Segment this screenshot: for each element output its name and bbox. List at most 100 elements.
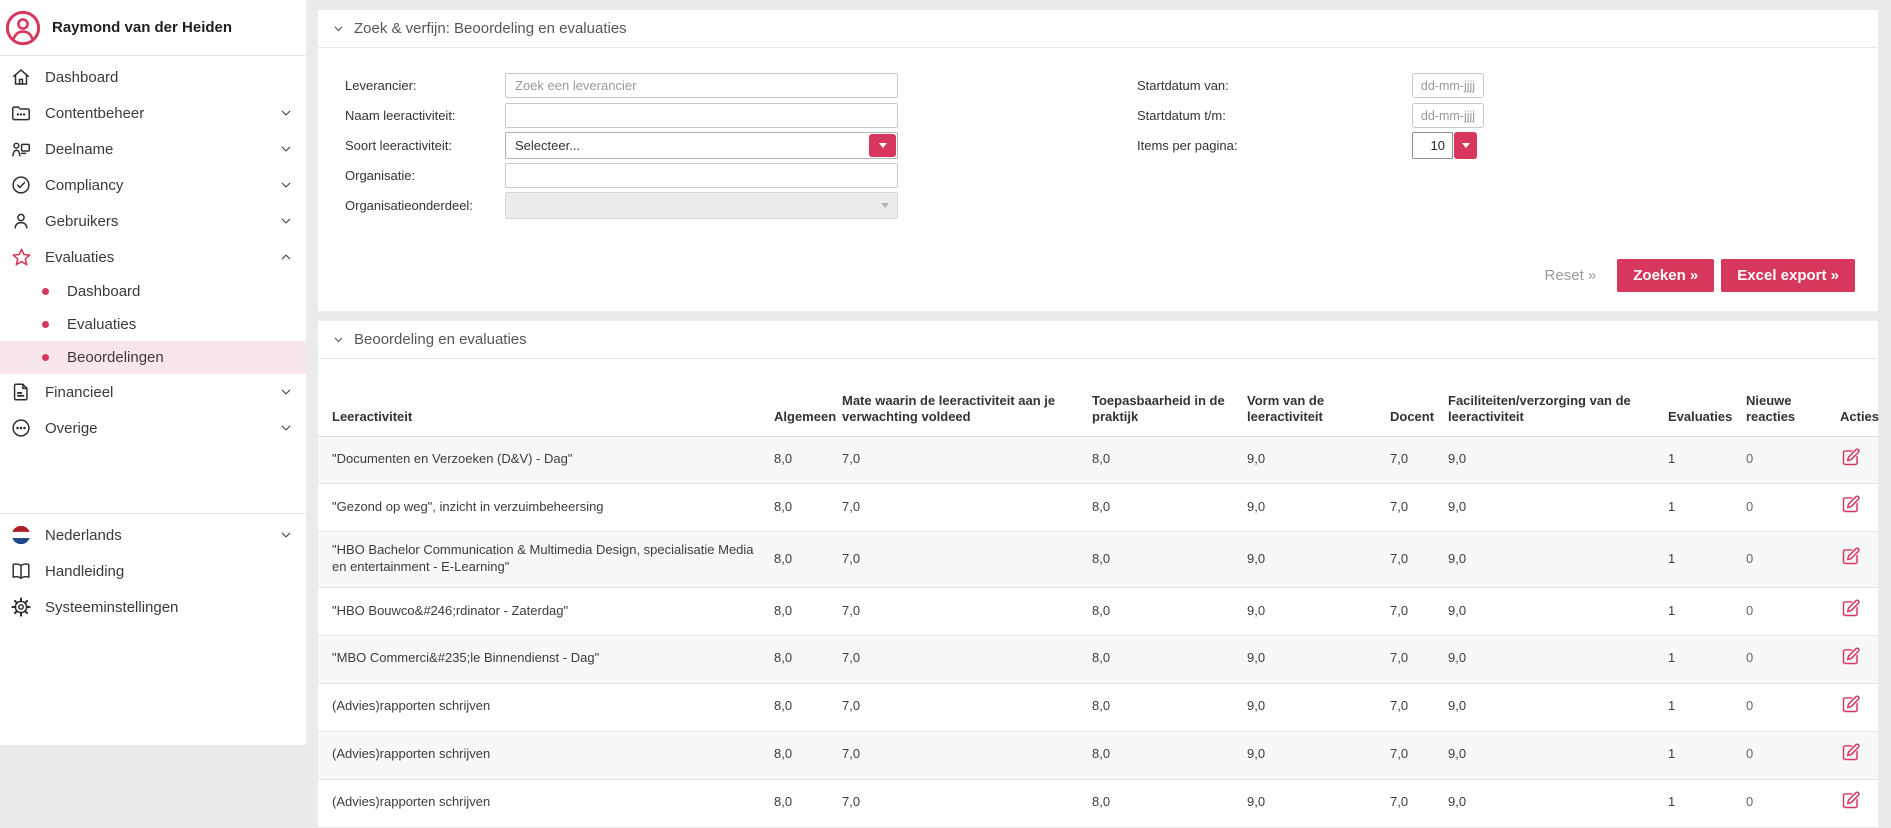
sidebar-subitem-label: Dashboard [67, 283, 141, 300]
cell-leeractiviteit: (Advies)rapporten schrijven [318, 731, 766, 780]
bullet-icon [42, 288, 49, 295]
organisatieonderdeel-label: Organisatieonderdeel: [345, 198, 473, 213]
cell-faciliteiten: 9,0 [1440, 683, 1660, 732]
sidebar-item-deelname[interactable]: Deelname [0, 131, 306, 167]
zoeken-button[interactable]: Zoeken » [1617, 259, 1715, 292]
search-form: Leverancier: Naam leeractiviteit: Soort … [318, 48, 1878, 222]
table-row: "HBO Bachelor Communication & Multimedia… [318, 531, 1878, 589]
items-per-pagina-select[interactable]: 10 [1412, 132, 1477, 159]
search-actions: Reset » Zoeken » Excel export » [318, 259, 1878, 311]
search-panel-header[interactable]: Zoek & verfijn: Beoordeling en evaluatie… [318, 10, 1878, 48]
sidebar-subitem-evaluaties-dashboard[interactable]: Dashboard [0, 275, 306, 308]
cell-leeractiviteit: (Advies)rapporten schrijven [318, 683, 766, 732]
user-avatar-icon [5, 10, 41, 46]
sidebar-item-contentbeheer[interactable]: Contentbeheer [0, 95, 306, 131]
edit-icon[interactable] [1840, 447, 1861, 468]
cell-evaluaties: 1 [1660, 436, 1738, 485]
sidebar-item-systeeminstellingen[interactable]: Systeeminstellingen [0, 589, 306, 625]
sidebar-item-overige[interactable]: Overige [0, 410, 306, 446]
sidebar-subitem-evaluaties-evaluaties[interactable]: Evaluaties [0, 308, 306, 341]
column-header-mate-verwachting: Mate waarin de leeractiviteit aan je ver… [834, 359, 1084, 437]
cell-acties [1832, 779, 1878, 828]
user-name: Raymond van der Heiden [52, 19, 233, 36]
cell-acties [1832, 731, 1878, 780]
column-header-faciliteiten: Faciliteiten/verzorging van de leeractiv… [1440, 359, 1660, 437]
sidebar-subitem-label: Beoordelingen [67, 349, 164, 366]
naam-leeractiviteit-label: Naam leeractiviteit: [345, 108, 456, 123]
cell-vorm: 9,0 [1239, 731, 1382, 780]
sidebar-item-label: Financieel [45, 383, 114, 401]
sidebar-subitem-evaluaties-beoordelingen[interactable]: Beoordelingen [0, 341, 306, 374]
nieuwe-reacties-link[interactable]: 0 [1746, 746, 1754, 762]
nieuwe-reacties-link[interactable]: 0 [1746, 650, 1754, 666]
table-row: (Advies)rapporten schrijven 8,0 7,0 8,0 9,0 7… [318, 683, 1878, 732]
nieuwe-reacties-link[interactable]: 0 [1746, 451, 1754, 466]
nieuwe-reacties-link[interactable]: 0 [1746, 602, 1754, 618]
items-select-dropdown-button[interactable] [1454, 132, 1477, 159]
cell-nieuwe-reacties: 0 [1738, 731, 1832, 780]
nieuwe-reacties-link[interactable]: 0 [1746, 698, 1754, 714]
organisatie-label: Organisatie: [345, 168, 416, 183]
cell-algemeen: 8,0 [766, 779, 834, 828]
nieuwe-reacties-link[interactable]: 0 [1746, 550, 1754, 566]
sidebar-item-evaluaties[interactable]: Evaluaties [0, 239, 306, 275]
cell-acties [1832, 587, 1878, 636]
edit-icon[interactable] [1840, 790, 1861, 811]
edit-icon[interactable] [1840, 494, 1861, 515]
document-icon [9, 380, 33, 404]
startdatum-tm-input[interactable] [1412, 103, 1484, 128]
organisatie-input[interactable] [505, 163, 898, 188]
edit-icon[interactable] [1840, 646, 1861, 667]
collapse-chevron-icon[interactable] [332, 333, 345, 346]
cell-docent: 7,0 [1382, 531, 1440, 589]
soort-select-dropdown-button[interactable] [869, 134, 896, 157]
cell-faciliteiten: 9,0 [1440, 779, 1660, 828]
column-header-algemeen: Algemeen [766, 359, 836, 437]
cell-mate-verwachting: 7,0 [834, 436, 1084, 485]
sidebar-item-compliancy[interactable]: Compliancy [0, 167, 306, 203]
sidebar-subitem-label: Evaluaties [67, 316, 137, 333]
excel-export-button[interactable]: Excel export » [1721, 259, 1855, 292]
cell-vorm: 9,0 [1239, 483, 1382, 533]
cell-algemeen: 8,0 [766, 635, 834, 684]
cell-docent: 7,0 [1382, 779, 1440, 828]
cell-vorm: 9,0 [1239, 683, 1382, 732]
cell-evaluaties: 1 [1660, 731, 1738, 780]
collapse-chevron-icon[interactable] [332, 22, 345, 35]
user-profile[interactable]: Raymond van der Heiden [0, 0, 306, 56]
cell-evaluaties: 1 [1660, 779, 1738, 828]
cell-mate-verwachting: 7,0 [834, 587, 1084, 636]
sidebar-item-dashboard[interactable]: Dashboard [0, 59, 306, 95]
results-panel-header[interactable]: Beoordeling en evaluaties [318, 321, 1878, 359]
edit-icon[interactable] [1840, 546, 1861, 567]
cell-faciliteiten: 9,0 [1440, 531, 1660, 589]
cell-evaluaties: 1 [1660, 531, 1738, 589]
reset-link[interactable]: Reset » [1544, 267, 1597, 284]
leverancier-input[interactable] [505, 73, 898, 98]
startdatum-van-input[interactable] [1412, 73, 1484, 98]
sidebar-item-handleiding[interactable]: Handleiding [0, 553, 306, 589]
soort-leeractiviteit-select[interactable]: Selecteer... [505, 132, 898, 159]
sidebar-item-taal[interactable]: Nederlands [0, 517, 306, 553]
sidebar-item-label: Systeeminstellingen [45, 598, 179, 616]
sidebar-divider [0, 513, 306, 514]
cell-leeractiviteit: (Advies)rapporten schrijven [318, 779, 766, 828]
column-header-vorm: Vorm van de leeractiviteit [1239, 359, 1382, 437]
chevron-down-icon [279, 214, 293, 228]
cell-docent: 7,0 [1382, 436, 1440, 485]
nieuwe-reacties-link[interactable]: 0 [1746, 498, 1754, 514]
chevron-down-icon [279, 142, 293, 156]
sidebar-item-gebruikers[interactable]: Gebruikers [0, 203, 306, 239]
edit-icon[interactable] [1840, 598, 1861, 619]
cell-leeractiviteit: "HBO Bouwco&#246;rdinator - Zaterdag" [318, 587, 766, 636]
naam-leeractiviteit-input[interactable] [505, 103, 898, 128]
sidebar-item-financieel[interactable]: Financieel [0, 374, 306, 410]
sidebar-item-label: Handleiding [45, 562, 125, 580]
edit-icon[interactable] [1840, 694, 1861, 715]
nieuwe-reacties-link[interactable]: 0 [1746, 794, 1754, 810]
dropdown-arrow-icon [878, 143, 887, 148]
sidebar-item-label: Evaluaties [45, 248, 115, 266]
chevron-down-icon [279, 178, 293, 192]
bullet-icon [42, 321, 49, 328]
